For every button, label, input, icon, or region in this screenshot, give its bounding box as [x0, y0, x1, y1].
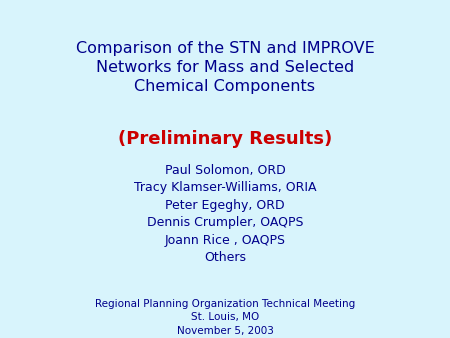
- Text: Regional Planning Organization Technical Meeting
St. Louis, MO
November 5, 2003: Regional Planning Organization Technical…: [95, 299, 355, 336]
- Text: (Preliminary Results): (Preliminary Results): [118, 130, 332, 148]
- Text: Comparison of the STN and IMPROVE
Networks for Mass and Selected
Chemical Compon: Comparison of the STN and IMPROVE Networ…: [76, 41, 374, 94]
- Text: Paul Solomon, ORD
Tracy Klamser-Williams, ORIA
Peter Egeghy, ORD
Dennis Crumpler: Paul Solomon, ORD Tracy Klamser-Williams…: [134, 164, 316, 264]
